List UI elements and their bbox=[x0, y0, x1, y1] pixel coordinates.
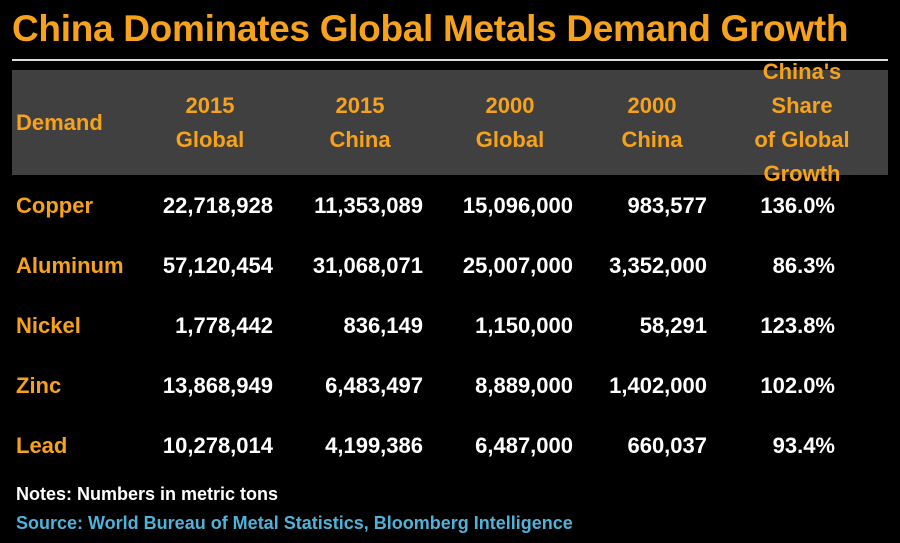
column-header-demand: Demand bbox=[16, 110, 103, 135]
cell-2000-global: 8,889,000 bbox=[475, 373, 573, 398]
row-label: Copper bbox=[16, 193, 93, 218]
table-header bbox=[12, 70, 888, 175]
cell-2000-china: 1,402,000 bbox=[609, 373, 707, 398]
cell-2015-china: 31,068,071 bbox=[312, 253, 423, 278]
cell-2000-global: 6,487,000 bbox=[475, 433, 573, 458]
notes: Notes: Numbers in metric tons bbox=[16, 484, 279, 504]
cell-china-share: 86.3% bbox=[772, 253, 835, 278]
column-header-2015-global: 2015 Global bbox=[175, 93, 245, 152]
cell-2000-global: 15,096,000 bbox=[462, 193, 573, 218]
cell-2015-global: 1,778,442 bbox=[175, 313, 273, 338]
column-header-china-share: China's Share of Global Growth bbox=[754, 59, 850, 186]
cell-2000-china: 58,291 bbox=[639, 313, 707, 338]
row-label: Aluminum bbox=[16, 253, 124, 278]
row-label: Zinc bbox=[16, 373, 62, 398]
row-label: Lead bbox=[16, 433, 68, 458]
cell-2000-global: 25,007,000 bbox=[462, 253, 573, 278]
cell-2000-global: 1,150,000 bbox=[475, 313, 573, 338]
cell-2015-china: 11,353,089 bbox=[314, 193, 423, 218]
cell-2015-global: 22,718,928 bbox=[162, 193, 273, 218]
column-header-2000-global: 2000 Global bbox=[475, 93, 545, 152]
cell-2015-global: 57,120,454 bbox=[162, 253, 273, 278]
cell-2015-global: 10,278,014 bbox=[162, 433, 273, 458]
title-divider bbox=[12, 59, 888, 61]
cell-2000-china: 983,577 bbox=[627, 193, 707, 218]
column-header-2015-china: 2015 China bbox=[329, 93, 391, 152]
cell-china-share: 93.4% bbox=[772, 433, 835, 458]
cell-china-share: 123.8% bbox=[760, 313, 835, 338]
row-label: Nickel bbox=[16, 313, 81, 338]
column-header-2000-china: 2000 China bbox=[621, 93, 683, 152]
cell-2015-china: 836,149 bbox=[343, 313, 423, 338]
cell-2015-global: 13,868,949 bbox=[162, 373, 273, 398]
chart-title: China Dominates Global Metals Demand Gro… bbox=[12, 8, 849, 49]
cell-china-share: 102.0% bbox=[760, 373, 835, 398]
cell-2000-china: 3,352,000 bbox=[609, 253, 707, 278]
source: Source: World Bureau of Metal Statistics… bbox=[16, 513, 573, 533]
cell-2000-china: 660,037 bbox=[627, 433, 707, 458]
cell-2015-china: 6,483,497 bbox=[325, 373, 423, 398]
cell-2015-china: 4,199,386 bbox=[325, 433, 423, 458]
cell-china-share: 136.0% bbox=[760, 193, 835, 218]
